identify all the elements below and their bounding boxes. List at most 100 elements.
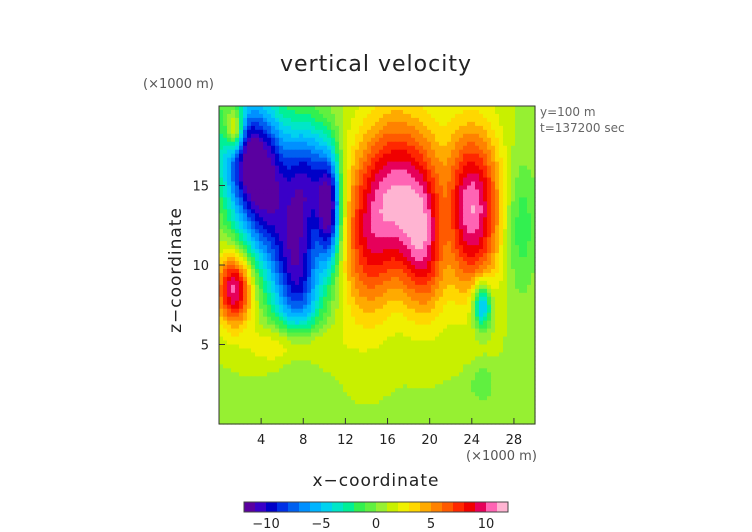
heatmap-cell [447, 237, 452, 242]
heatmap-cell [531, 181, 536, 187]
heatmap-cell [331, 336, 336, 342]
heatmap-cell [475, 141, 480, 147]
heatmap-cell [263, 157, 268, 163]
heatmap-cell [247, 117, 252, 123]
heatmap-cell [439, 221, 444, 226]
heatmap-cell [331, 276, 336, 282]
heatmap-cell [319, 201, 324, 206]
heatmap-cell [499, 276, 504, 282]
heatmap-cell [275, 316, 280, 322]
heatmap-cell [503, 177, 508, 183]
heatmap-cell [475, 129, 480, 135]
heatmap-cell [463, 233, 468, 238]
heatmap-cell [295, 141, 300, 147]
heatmap-cell [279, 165, 284, 171]
heatmap-cell [479, 153, 484, 159]
heatmap-cell [463, 284, 468, 290]
heatmap-cell [495, 125, 500, 131]
heatmap-cell [447, 296, 452, 302]
heatmap-cell [475, 177, 480, 183]
heatmap-cell [283, 241, 288, 246]
heatmap-cell [327, 233, 332, 238]
heatmap-cell [355, 268, 360, 274]
heatmap-cell [291, 125, 296, 131]
heatmap-cell [519, 328, 524, 334]
heatmap-cell [427, 169, 432, 175]
heatmap-cell [247, 284, 252, 290]
heatmap-cell [387, 173, 392, 179]
heatmap-cell [223, 276, 228, 282]
heatmap-cell [295, 284, 300, 290]
heatmap-cell [487, 280, 492, 286]
heatmap-cell [511, 300, 516, 306]
heatmap-cell [355, 185, 360, 191]
heatmap-cell [239, 201, 244, 206]
heatmap-cell [463, 173, 468, 179]
heatmap-cell [479, 253, 484, 258]
heatmap-cell [487, 185, 492, 191]
heatmap-cell [279, 133, 284, 139]
heatmap-cell [351, 340, 356, 346]
heatmap-cell [463, 225, 468, 230]
heatmap-cell [515, 288, 520, 294]
heatmap-cell [331, 300, 336, 306]
heatmap-cell [495, 113, 500, 119]
heatmap-cell [347, 157, 352, 163]
heatmap-cell [259, 189, 264, 195]
heatmap-cell [323, 209, 328, 214]
heatmap-cell [231, 141, 236, 147]
heatmap-cell [507, 177, 512, 183]
heatmap-cell [383, 137, 388, 143]
heatmap-cell [239, 328, 244, 334]
heatmap-cell [447, 336, 452, 342]
heatmap-cell [331, 280, 336, 286]
heatmap-cell [403, 173, 408, 179]
heatmap-cell [271, 352, 276, 358]
heatmap-cell [247, 165, 252, 171]
heatmap-cell [455, 296, 460, 302]
heatmap-cell [351, 153, 356, 159]
heatmap-cell [247, 348, 252, 354]
heatmap-cell [295, 300, 300, 306]
heatmap-cell [323, 276, 328, 282]
heatmap-cell [251, 106, 256, 111]
heatmap-cell [223, 137, 228, 143]
heatmap-cell [511, 249, 516, 254]
heatmap-cell [367, 137, 372, 143]
heatmap-cell [495, 261, 500, 266]
heatmap-cell [219, 109, 224, 115]
heatmap-cell [531, 197, 536, 203]
heatmap-cell [347, 245, 352, 250]
heatmap-cell [239, 109, 244, 115]
heatmap-cell [315, 300, 320, 306]
heatmap-cell [419, 137, 424, 143]
heatmap-cell [519, 320, 524, 326]
heatmap-cell [459, 213, 464, 218]
heatmap-cell [359, 189, 364, 195]
heatmap-cell [527, 280, 532, 286]
heatmap-cell [423, 308, 428, 314]
heatmap-cell [311, 300, 316, 306]
heatmap-cell [479, 249, 484, 254]
heatmap-cell [339, 177, 344, 183]
heatmap-cell [267, 177, 272, 183]
heatmap-cell [407, 245, 412, 250]
heatmap-cell [311, 241, 316, 246]
heatmap-cell [247, 272, 252, 278]
heatmap-cell [223, 268, 228, 274]
heatmap-cell [259, 157, 264, 163]
heatmap-cell [491, 113, 496, 119]
heatmap-cell [439, 268, 444, 274]
heatmap-cell [503, 288, 508, 294]
heatmap-cell [227, 125, 232, 131]
heatmap-cell [503, 336, 508, 342]
heatmap-cell [363, 125, 368, 131]
heatmap-cell [503, 292, 508, 298]
heatmap-cell [527, 233, 532, 238]
heatmap-cell [327, 296, 332, 302]
heatmap-cell [351, 332, 356, 338]
heatmap-cell [255, 328, 260, 334]
heatmap-cell [331, 272, 336, 278]
heatmap-cell [303, 153, 308, 159]
heatmap-cell [463, 328, 468, 334]
